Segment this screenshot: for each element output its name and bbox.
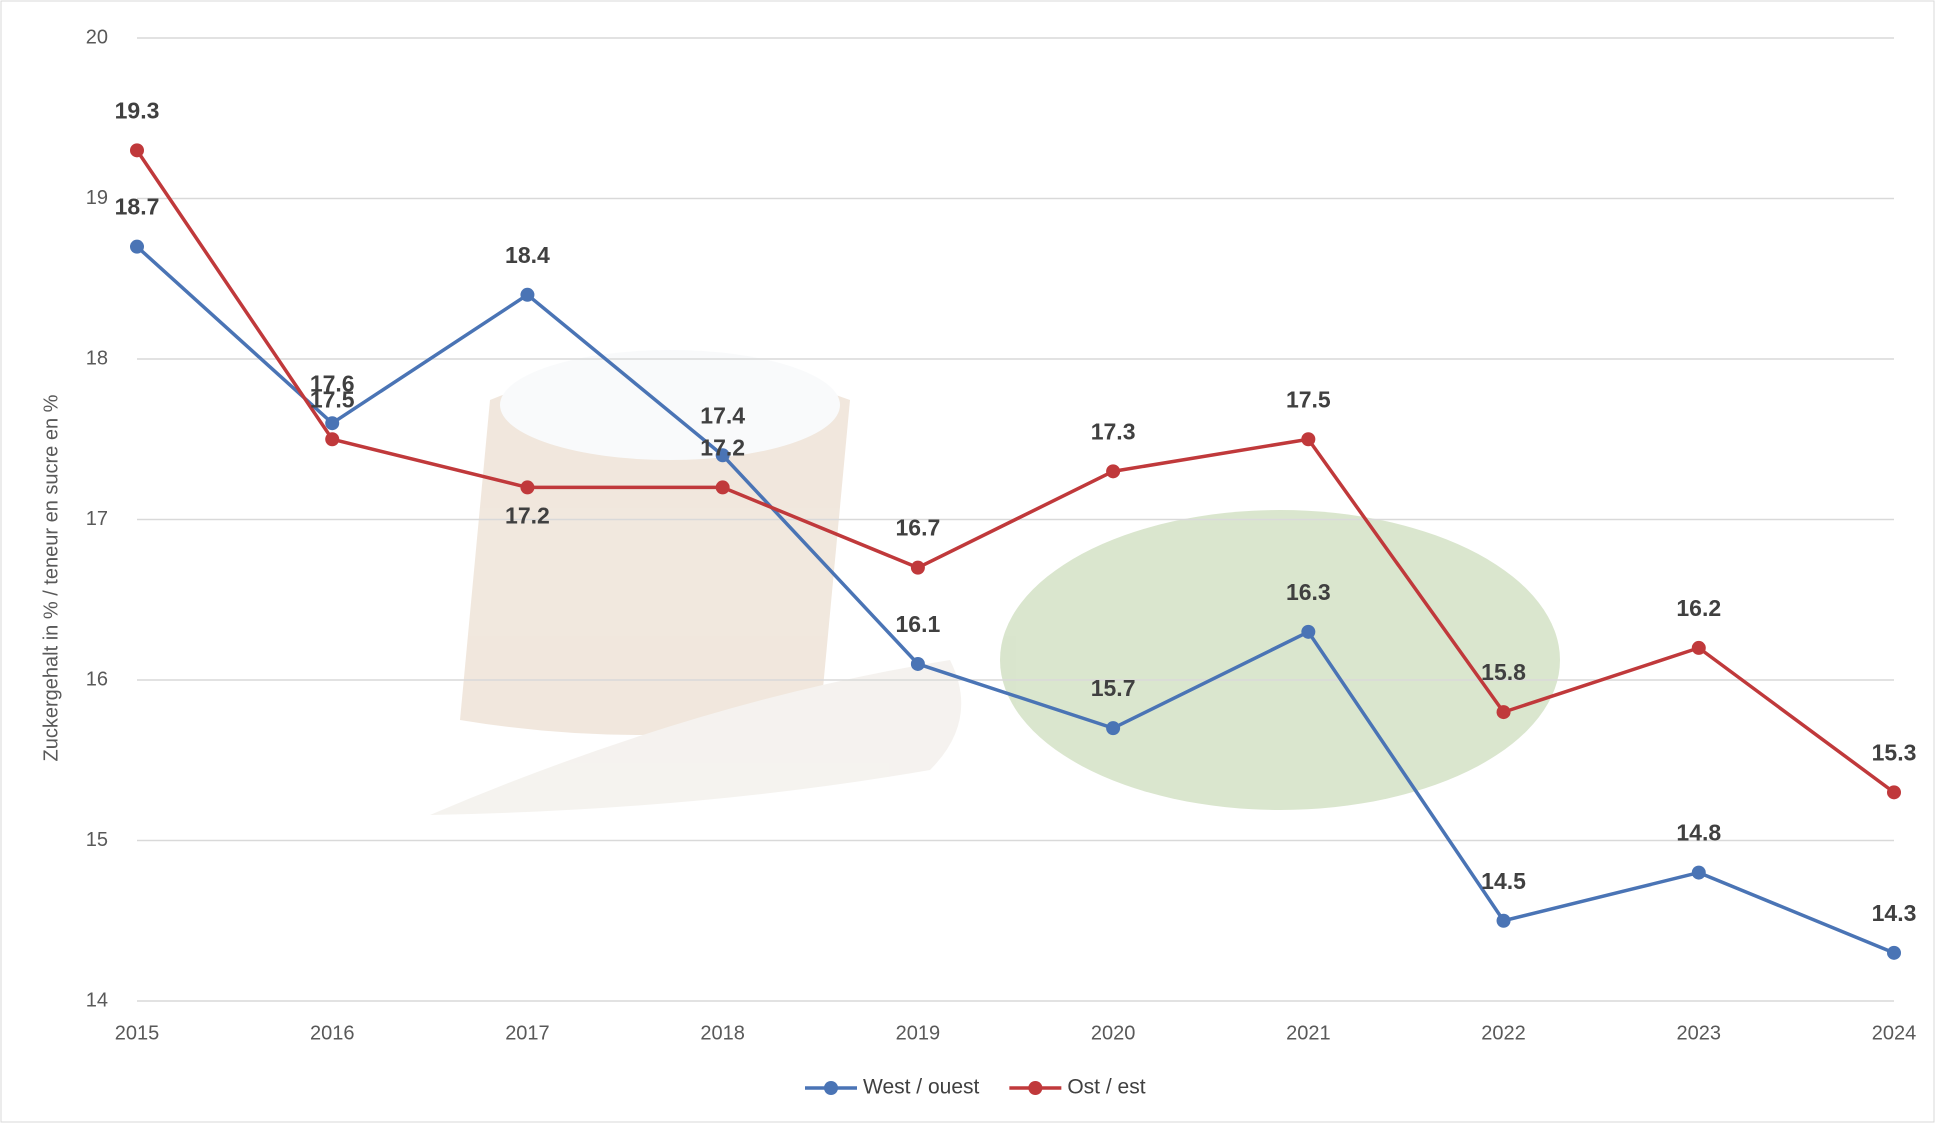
legend-marker [824, 1081, 838, 1095]
x-tick-label: 2020 [1091, 1022, 1136, 1044]
y-tick-label: 18 [86, 347, 108, 369]
background-illustration [430, 350, 1560, 815]
data-point [1301, 624, 1316, 639]
y-tick-label: 16 [86, 668, 108, 690]
data-label: 15.7 [1091, 675, 1136, 701]
y-tick-label: 14 [86, 989, 108, 1011]
data-label: 18.4 [505, 242, 550, 268]
data-point [1496, 705, 1511, 720]
data-label: 18.7 [115, 194, 160, 220]
data-point [1301, 432, 1316, 447]
x-tick-label: 2016 [310, 1022, 355, 1044]
data-label: 15.3 [1872, 739, 1917, 765]
data-point [1887, 785, 1901, 800]
x-tick-label: 2024 [1872, 1022, 1917, 1044]
y-axis-label: Zuckergehalt in % / teneur en sucre en % [40, 394, 62, 761]
x-tick-label: 2015 [115, 1022, 160, 1044]
data-point [715, 448, 730, 463]
legend-label: Ost / est [1067, 1076, 1145, 1099]
data-point [1106, 721, 1121, 736]
series-line [135, 245, 1895, 955]
data-point [130, 239, 144, 254]
data-label: 14.3 [1872, 900, 1917, 926]
data-point [520, 480, 535, 495]
data-label: 17.3 [1091, 418, 1136, 444]
data-label: 16.3 [1286, 579, 1331, 605]
x-tick-label: 2022 [1481, 1022, 1526, 1044]
y-tick-label: 20 [86, 26, 108, 48]
data-label: 17.2 [700, 434, 745, 460]
data-point [1887, 945, 1901, 960]
data-label: 16.2 [1676, 595, 1721, 621]
data-label: 19.3 [115, 97, 160, 123]
legend-marker [1028, 1081, 1043, 1095]
y-tick-label: 15 [86, 829, 108, 851]
y-tick-label: 19 [86, 187, 108, 209]
series-line [135, 149, 1896, 794]
data-point [1691, 865, 1706, 880]
data-label: 16.7 [896, 515, 941, 541]
data-label: 14.5 [1481, 868, 1526, 894]
data-label: 17.2 [505, 502, 550, 528]
x-tick-label: 2019 [896, 1022, 941, 1044]
x-tick-label: 2021 [1286, 1022, 1331, 1044]
data-point [1496, 913, 1511, 928]
data-label: 17.5 [310, 386, 355, 412]
data-point [325, 416, 340, 431]
data-label: 16.1 [896, 611, 941, 637]
data-point [520, 287, 535, 302]
data-point [1691, 640, 1706, 655]
data-label: 17.4 [700, 402, 745, 428]
x-tick-label: 2017 [505, 1022, 550, 1044]
data-point [325, 432, 340, 447]
x-tick-label: 2023 [1677, 1022, 1722, 1044]
x-tick-label: 2018 [700, 1022, 745, 1044]
data-label: 14.8 [1676, 820, 1721, 846]
data-point [1106, 464, 1121, 479]
data-label: 17.5 [1286, 386, 1331, 412]
data-point [910, 560, 925, 575]
data-label: 17.6 [310, 370, 355, 396]
y-tick-label: 17 [86, 508, 108, 530]
data-point [910, 656, 925, 671]
data-label: 15.8 [1481, 659, 1526, 685]
data-point [130, 143, 144, 158]
legend-label: West / ouest [863, 1076, 979, 1099]
data-point [715, 480, 730, 495]
